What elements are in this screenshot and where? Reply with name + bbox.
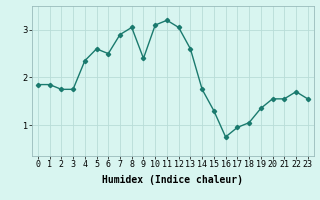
X-axis label: Humidex (Indice chaleur): Humidex (Indice chaleur) <box>102 175 243 185</box>
